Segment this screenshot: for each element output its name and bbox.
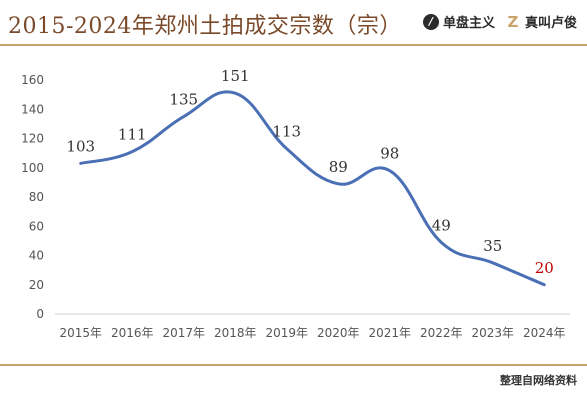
x-tick-label: 2023年 [471, 326, 514, 340]
data-label: 135 [169, 91, 198, 109]
data-label: 49 [432, 216, 451, 234]
brand-logo-1-label: 单盘主义 [442, 16, 495, 31]
brand-logo-2: Z 真叫卢俊 [505, 12, 577, 32]
x-tick-label: 2018年 [214, 326, 257, 340]
data-label: 98 [380, 145, 399, 163]
data-label: 113 [272, 123, 301, 141]
x-tick-label: 2016年 [111, 326, 154, 340]
data-label: 35 [483, 237, 502, 255]
x-tick-label: 2019年 [265, 326, 308, 340]
x-tick-label: 2015年 [59, 326, 102, 340]
data-label: 89 [329, 158, 348, 176]
data-label: 20 [535, 259, 554, 277]
top-divider [0, 44, 587, 46]
x-tick-label: 2017年 [162, 326, 205, 340]
data-label: 103 [66, 137, 95, 155]
y-tick-label: 20 [29, 278, 44, 292]
y-tick-label: 140 [21, 102, 44, 116]
data-label: 111 [118, 126, 147, 144]
x-tick-label: 2021年 [368, 326, 411, 340]
y-tick-label: 120 [21, 132, 44, 146]
brand-logo-2-label: 真叫卢俊 [524, 16, 577, 31]
x-tick-label: 2020年 [317, 326, 360, 340]
y-tick-label: 80 [29, 190, 44, 204]
y-tick-label: 0 [36, 307, 44, 321]
bottom-divider [0, 364, 587, 366]
chart-title: 2015-2024年郑州土拍成交宗数（宗） [8, 14, 402, 39]
brand-logos: / 单盘主义 Z 真叫卢俊 [422, 12, 577, 32]
source-note: 整理自网络资料 [500, 374, 577, 387]
brand-logo-1: / 单盘主义 [422, 12, 495, 31]
y-tick-label: 60 [29, 219, 44, 233]
line-chart: 0 20 40 60 80 100 120 140 160 2015年 2016年 2017年 2018… [21, 67, 570, 340]
y-tick-label: 100 [21, 161, 44, 175]
series-line [79, 90, 546, 287]
x-tick-label: 2022年 [420, 326, 463, 340]
y-tick-label: 40 [29, 249, 44, 263]
data-label: 151 [221, 67, 250, 85]
brand-z-icon: Z [507, 12, 519, 31]
brand-1-icon: / [422, 13, 439, 30]
x-tick-label: 2024年 [523, 326, 566, 340]
y-tick-label: 160 [21, 73, 44, 87]
